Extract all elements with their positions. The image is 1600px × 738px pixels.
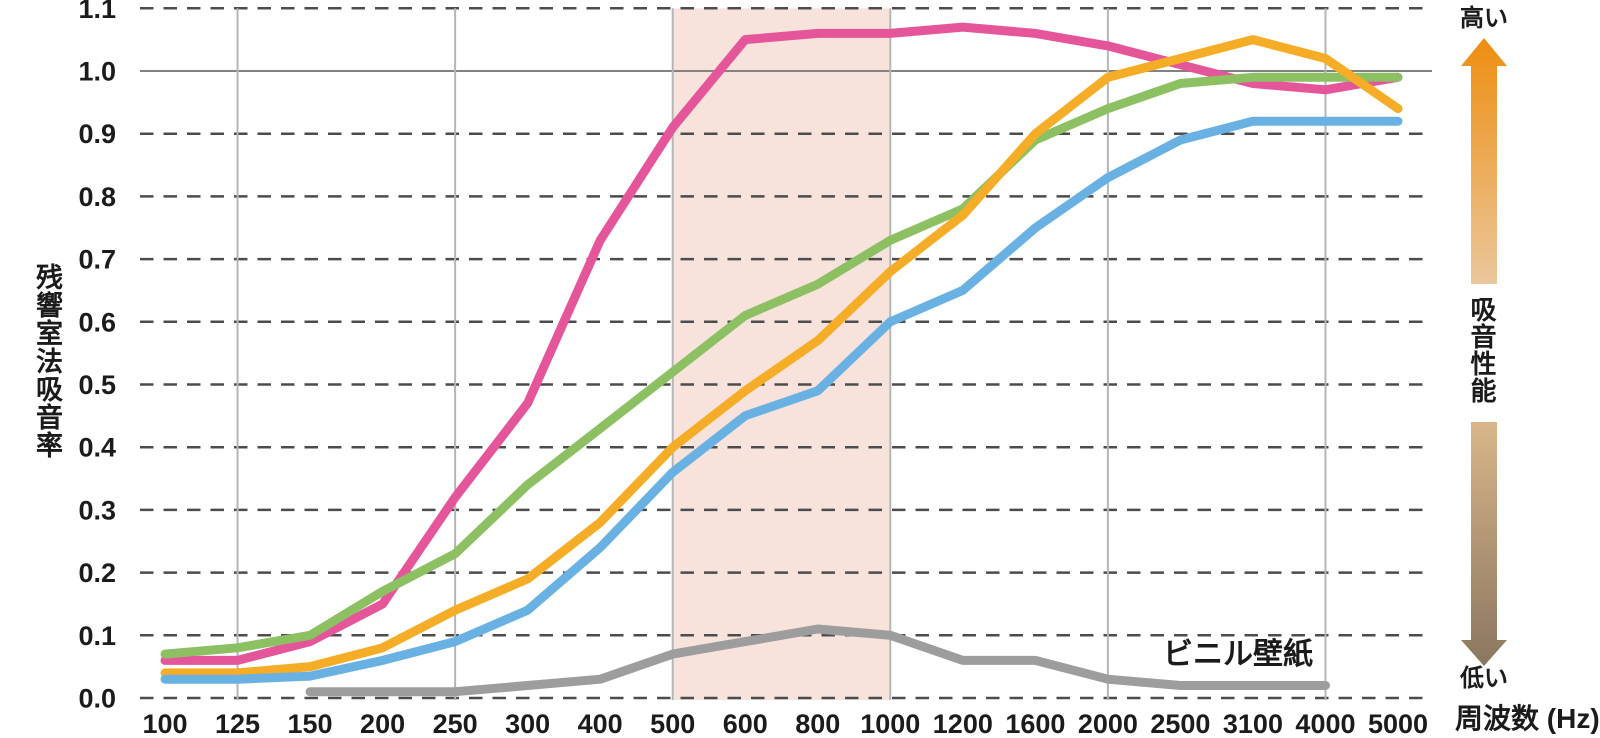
x-tick-label: 600 xyxy=(723,709,768,738)
x-tick-label: 1600 xyxy=(1005,709,1065,738)
y-tick-label: 0.1 xyxy=(78,621,116,651)
y-axis-title: 残響室法吸音率 xyxy=(32,263,62,459)
y-tick-label: 1.1 xyxy=(78,0,116,24)
x-tick-label: 2500 xyxy=(1150,709,1210,738)
y-tick-label: 1.0 xyxy=(78,57,116,87)
y-tick-label: 0.2 xyxy=(78,558,116,588)
x-tick-label: 400 xyxy=(578,709,623,738)
x-tick-label: 3100 xyxy=(1223,709,1283,738)
y-tick-label: 0.7 xyxy=(78,245,116,275)
x-tick-label: 150 xyxy=(288,709,333,738)
x-tick-label: 1000 xyxy=(860,709,920,738)
x-tick-label: 1200 xyxy=(933,709,993,738)
series-green xyxy=(160,72,1403,659)
x-tick-label: 100 xyxy=(142,709,187,738)
series-blue xyxy=(160,116,1403,684)
y-tick-label: 0.0 xyxy=(78,684,116,714)
y-tick-label: 0.9 xyxy=(78,119,116,149)
y-tick-label: 0.4 xyxy=(78,433,116,463)
y-tick-label: 0.3 xyxy=(78,495,116,525)
series-vinyl-wallpaper xyxy=(305,624,1330,697)
x-tick-label: 800 xyxy=(795,709,840,738)
absorption-high-label: 高い xyxy=(1460,5,1508,32)
x-tick-label: 4000 xyxy=(1295,709,1355,738)
series-pink xyxy=(160,22,1403,665)
y-tick-label: 0.5 xyxy=(78,370,116,400)
x-tick-label: 2000 xyxy=(1078,709,1138,738)
x-tick-label: 500 xyxy=(650,709,695,738)
absorption-performance-label: 吸音性能 xyxy=(1467,296,1497,404)
y-tick-label: 0.8 xyxy=(78,182,116,212)
x-tick-label: 250 xyxy=(433,709,478,738)
x-tick-label: 125 xyxy=(215,709,260,738)
x-tick-label: 300 xyxy=(505,709,550,738)
vinyl-wallpaper-label: ビニル壁紙 xyxy=(1163,638,1313,671)
absorption-up-arrow-icon xyxy=(1461,38,1507,284)
absorption-low-label: 低い xyxy=(1460,665,1508,692)
series-orange xyxy=(160,35,1403,678)
x-tick-label: 5000 xyxy=(1368,709,1428,738)
y-tick-label: 0.6 xyxy=(78,307,116,337)
absorption-down-arrow-icon xyxy=(1461,422,1507,666)
x-tick-label: 200 xyxy=(360,709,405,738)
x-axis-title: 周波数 (Hz) xyxy=(1455,703,1600,734)
